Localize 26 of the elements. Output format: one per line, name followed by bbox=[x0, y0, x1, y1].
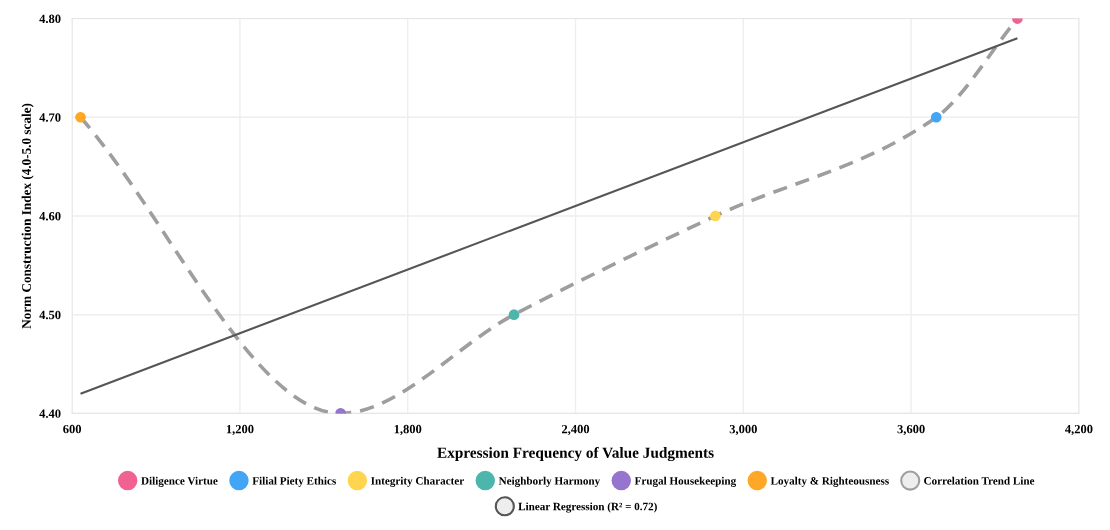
y-tick-label: 4.40 bbox=[39, 409, 61, 418]
y-tick-label: 4.80 bbox=[39, 14, 61, 24]
point bbox=[75, 111, 86, 123]
legend-label: Neighborly Harmony bbox=[498, 476, 601, 487]
y-tick-label: 4.50 bbox=[39, 310, 61, 320]
legend-label: Frugal Housekeeping bbox=[634, 476, 737, 487]
y-tick-label: 4.70 bbox=[39, 113, 61, 122]
legend-label: Integrity Character bbox=[371, 476, 464, 487]
legend-label: Filial Piety Ethics bbox=[252, 476, 336, 487]
point bbox=[930, 111, 942, 123]
y-tick-label: 4.60 bbox=[39, 212, 61, 221]
x-tick-label: 3,600 bbox=[897, 424, 925, 436]
legend-label: Correlation Trend Line bbox=[924, 476, 1035, 485]
legend-label: Loyalty & Righteousness bbox=[770, 476, 889, 487]
x-tick-label: 600 bbox=[63, 424, 82, 434]
legend-label: Diligence Virtue bbox=[141, 476, 218, 487]
x-tick-label: 1,200 bbox=[226, 424, 254, 436]
point bbox=[710, 210, 721, 222]
x-tick-label: 1,800 bbox=[394, 424, 422, 436]
x-tick-label: 3,000 bbox=[729, 424, 757, 436]
y-axis-title: Norm Construction Index (4.0-5.0 scale) bbox=[21, 103, 34, 329]
x-axis-title: Expression Frequency of Value Judgments bbox=[437, 446, 714, 462]
x-tick-label: 2,400 bbox=[562, 424, 590, 436]
point bbox=[508, 309, 520, 321]
x-tick-label: 4,200 bbox=[1065, 424, 1093, 436]
legend-label: Linear Regression (R² = 0.72) bbox=[518, 502, 657, 513]
